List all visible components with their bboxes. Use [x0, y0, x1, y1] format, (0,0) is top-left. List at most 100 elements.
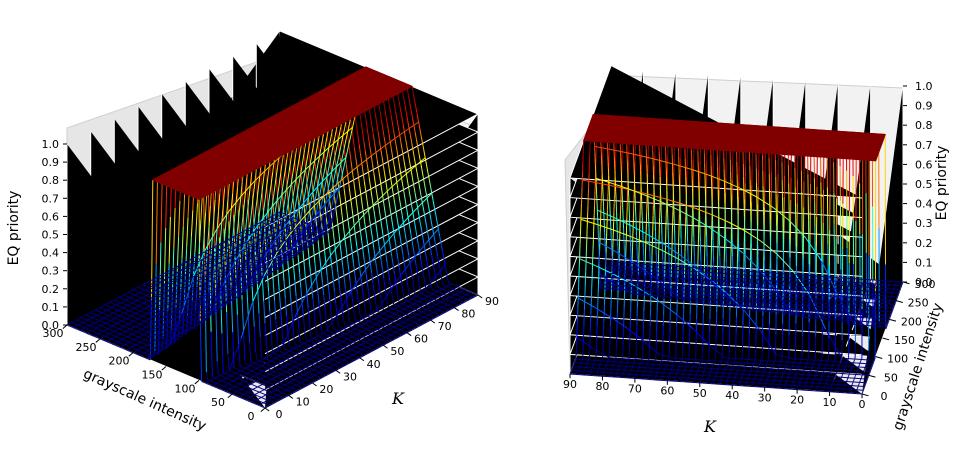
surface-k-line — [173, 319, 175, 322]
surface-k-line — [269, 400, 271, 402]
surface-k-line — [153, 288, 155, 291]
surface-k-line — [276, 390, 279, 392]
surface-k-line — [192, 291, 195, 294]
surface-k-line — [357, 256, 360, 267]
surface-k-line — [157, 349, 160, 351]
surface-k-line — [156, 303, 158, 305]
surface-k-line — [196, 302, 198, 304]
surface-k-line — [255, 264, 258, 266]
surface-k-line — [297, 256, 300, 273]
surface-k-line — [124, 326, 127, 328]
surface-k-line — [312, 373, 315, 375]
surface-k-line — [76, 328, 78, 330]
surface-k-line — [418, 323, 421, 326]
surface-k-line — [311, 355, 314, 357]
surface-k-line — [115, 299, 118, 302]
surface-k-line — [268, 395, 271, 398]
surface-k-line — [172, 269, 175, 272]
surface-k-line — [212, 218, 215, 237]
surface-k-line — [253, 326, 257, 353]
surface-k-line — [238, 266, 241, 268]
surface-k-line — [266, 390, 269, 392]
surface-k-line — [104, 326, 107, 329]
surface-k-line — [154, 307, 156, 309]
surface-k-line — [156, 317, 159, 319]
surface-k-line — [213, 385, 216, 388]
surface-k-line — [376, 310, 379, 313]
surface-k-line — [161, 296, 164, 299]
surface-k-line — [144, 298, 146, 300]
surface-k-line — [232, 281, 235, 284]
surface-k-line — [294, 361, 297, 364]
surface-k-line — [281, 356, 284, 358]
surface-k-line — [265, 273, 268, 275]
surface-k-line — [264, 187, 268, 198]
surface-k-line — [180, 277, 183, 280]
surface-k-line — [228, 297, 230, 300]
surface-k-line — [180, 273, 182, 275]
surface-k-line — [194, 279, 197, 281]
surface-k-line — [303, 351, 306, 354]
surface-k-line — [365, 323, 368, 326]
surface-k-line — [310, 359, 313, 361]
surface-k-line — [156, 348, 158, 351]
surface-k-line — [195, 283, 197, 286]
surface-k-line — [239, 397, 242, 399]
surface-k-line — [322, 373, 325, 375]
surface-k-line — [271, 392, 274, 394]
surface-k-line — [206, 279, 208, 281]
surface-k-line — [346, 360, 348, 363]
surface-k-line — [347, 329, 350, 332]
surface-k-line — [222, 277, 224, 279]
surface-k-line — [250, 203, 253, 216]
surface-k-line — [322, 237, 325, 251]
surface-k-line — [223, 264, 225, 266]
surface-k-line — [207, 302, 210, 305]
surface-k-line — [261, 392, 264, 395]
surface-k-line — [169, 322, 172, 325]
surface-k-line — [235, 273, 238, 276]
surface-k-line — [176, 280, 178, 282]
surface-k-line — [234, 377, 237, 379]
surface-k-line — [279, 156, 282, 174]
surface-k-line — [347, 347, 349, 350]
surface-k-line — [345, 164, 349, 175]
surface-k-line — [272, 162, 275, 173]
surface-k-line — [139, 346, 142, 348]
surface-k-line — [376, 319, 379, 321]
surface-k-line — [227, 392, 230, 394]
surface-k-line — [299, 359, 302, 361]
surface-k-line — [365, 191, 368, 201]
surface-k-line — [186, 275, 189, 278]
surface-k-line — [206, 270, 208, 273]
surface-k-line — [199, 320, 203, 382]
surface-k-line — [176, 307, 179, 310]
surface-k-line — [337, 347, 339, 350]
surface-k-line — [367, 289, 370, 300]
surface-k-line — [212, 273, 215, 275]
surface-k-line — [274, 393, 277, 396]
surface-k-line — [175, 275, 178, 278]
surface-k-line — [240, 258, 243, 271]
surface-k-line — [171, 314, 173, 316]
surface-k-line — [340, 331, 342, 333]
surface-k-line — [336, 365, 339, 368]
surface-k-line — [181, 264, 184, 267]
surface-k-line — [334, 346, 337, 349]
surface-k-line — [249, 261, 251, 264]
surface-k-line — [339, 326, 342, 328]
surface-k-line — [186, 307, 189, 309]
surface-k-line — [99, 329, 102, 331]
surface-k-line — [178, 200, 181, 237]
surface-k-line — [142, 306, 145, 309]
surface-k-line — [286, 384, 288, 387]
surface-k-line — [271, 387, 273, 390]
surface-k-line — [259, 405, 262, 407]
surface-k-line — [163, 333, 165, 335]
surface-k-line — [295, 348, 298, 351]
surface-k-line — [227, 265, 229, 268]
surface-k-line — [216, 378, 218, 380]
surface-k-line — [325, 262, 328, 275]
surface-k-line — [167, 272, 170, 274]
surface-k-line — [214, 381, 216, 384]
